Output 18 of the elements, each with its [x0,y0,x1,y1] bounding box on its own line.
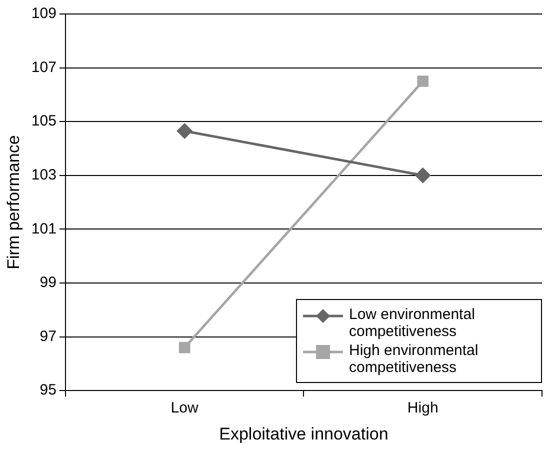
point [417,76,429,87]
point [178,342,190,354]
y-tick-label: 99 [40,274,56,292]
legend-label: Low environmental competitiveness [349,306,476,340]
point [414,167,431,184]
y-tick-label: 107 [31,58,56,76]
x-tick-label: Low [170,400,198,417]
y-tick-label: 101 [31,220,56,238]
x-axis-title: Exploitative innovation [219,424,388,444]
point [176,123,193,140]
y-tick-label: 97 [40,328,56,345]
y-tick-label: 109 [31,5,56,22]
y-tick-label: 105 [31,112,56,130]
x-tick-label: High [407,400,438,417]
legend-label: High environmental competitiveness [349,342,480,376]
y-tick-label: 95 [40,382,56,399]
y-axis-title: Firm performance [4,135,23,270]
y-tick-label: 103 [31,166,56,184]
